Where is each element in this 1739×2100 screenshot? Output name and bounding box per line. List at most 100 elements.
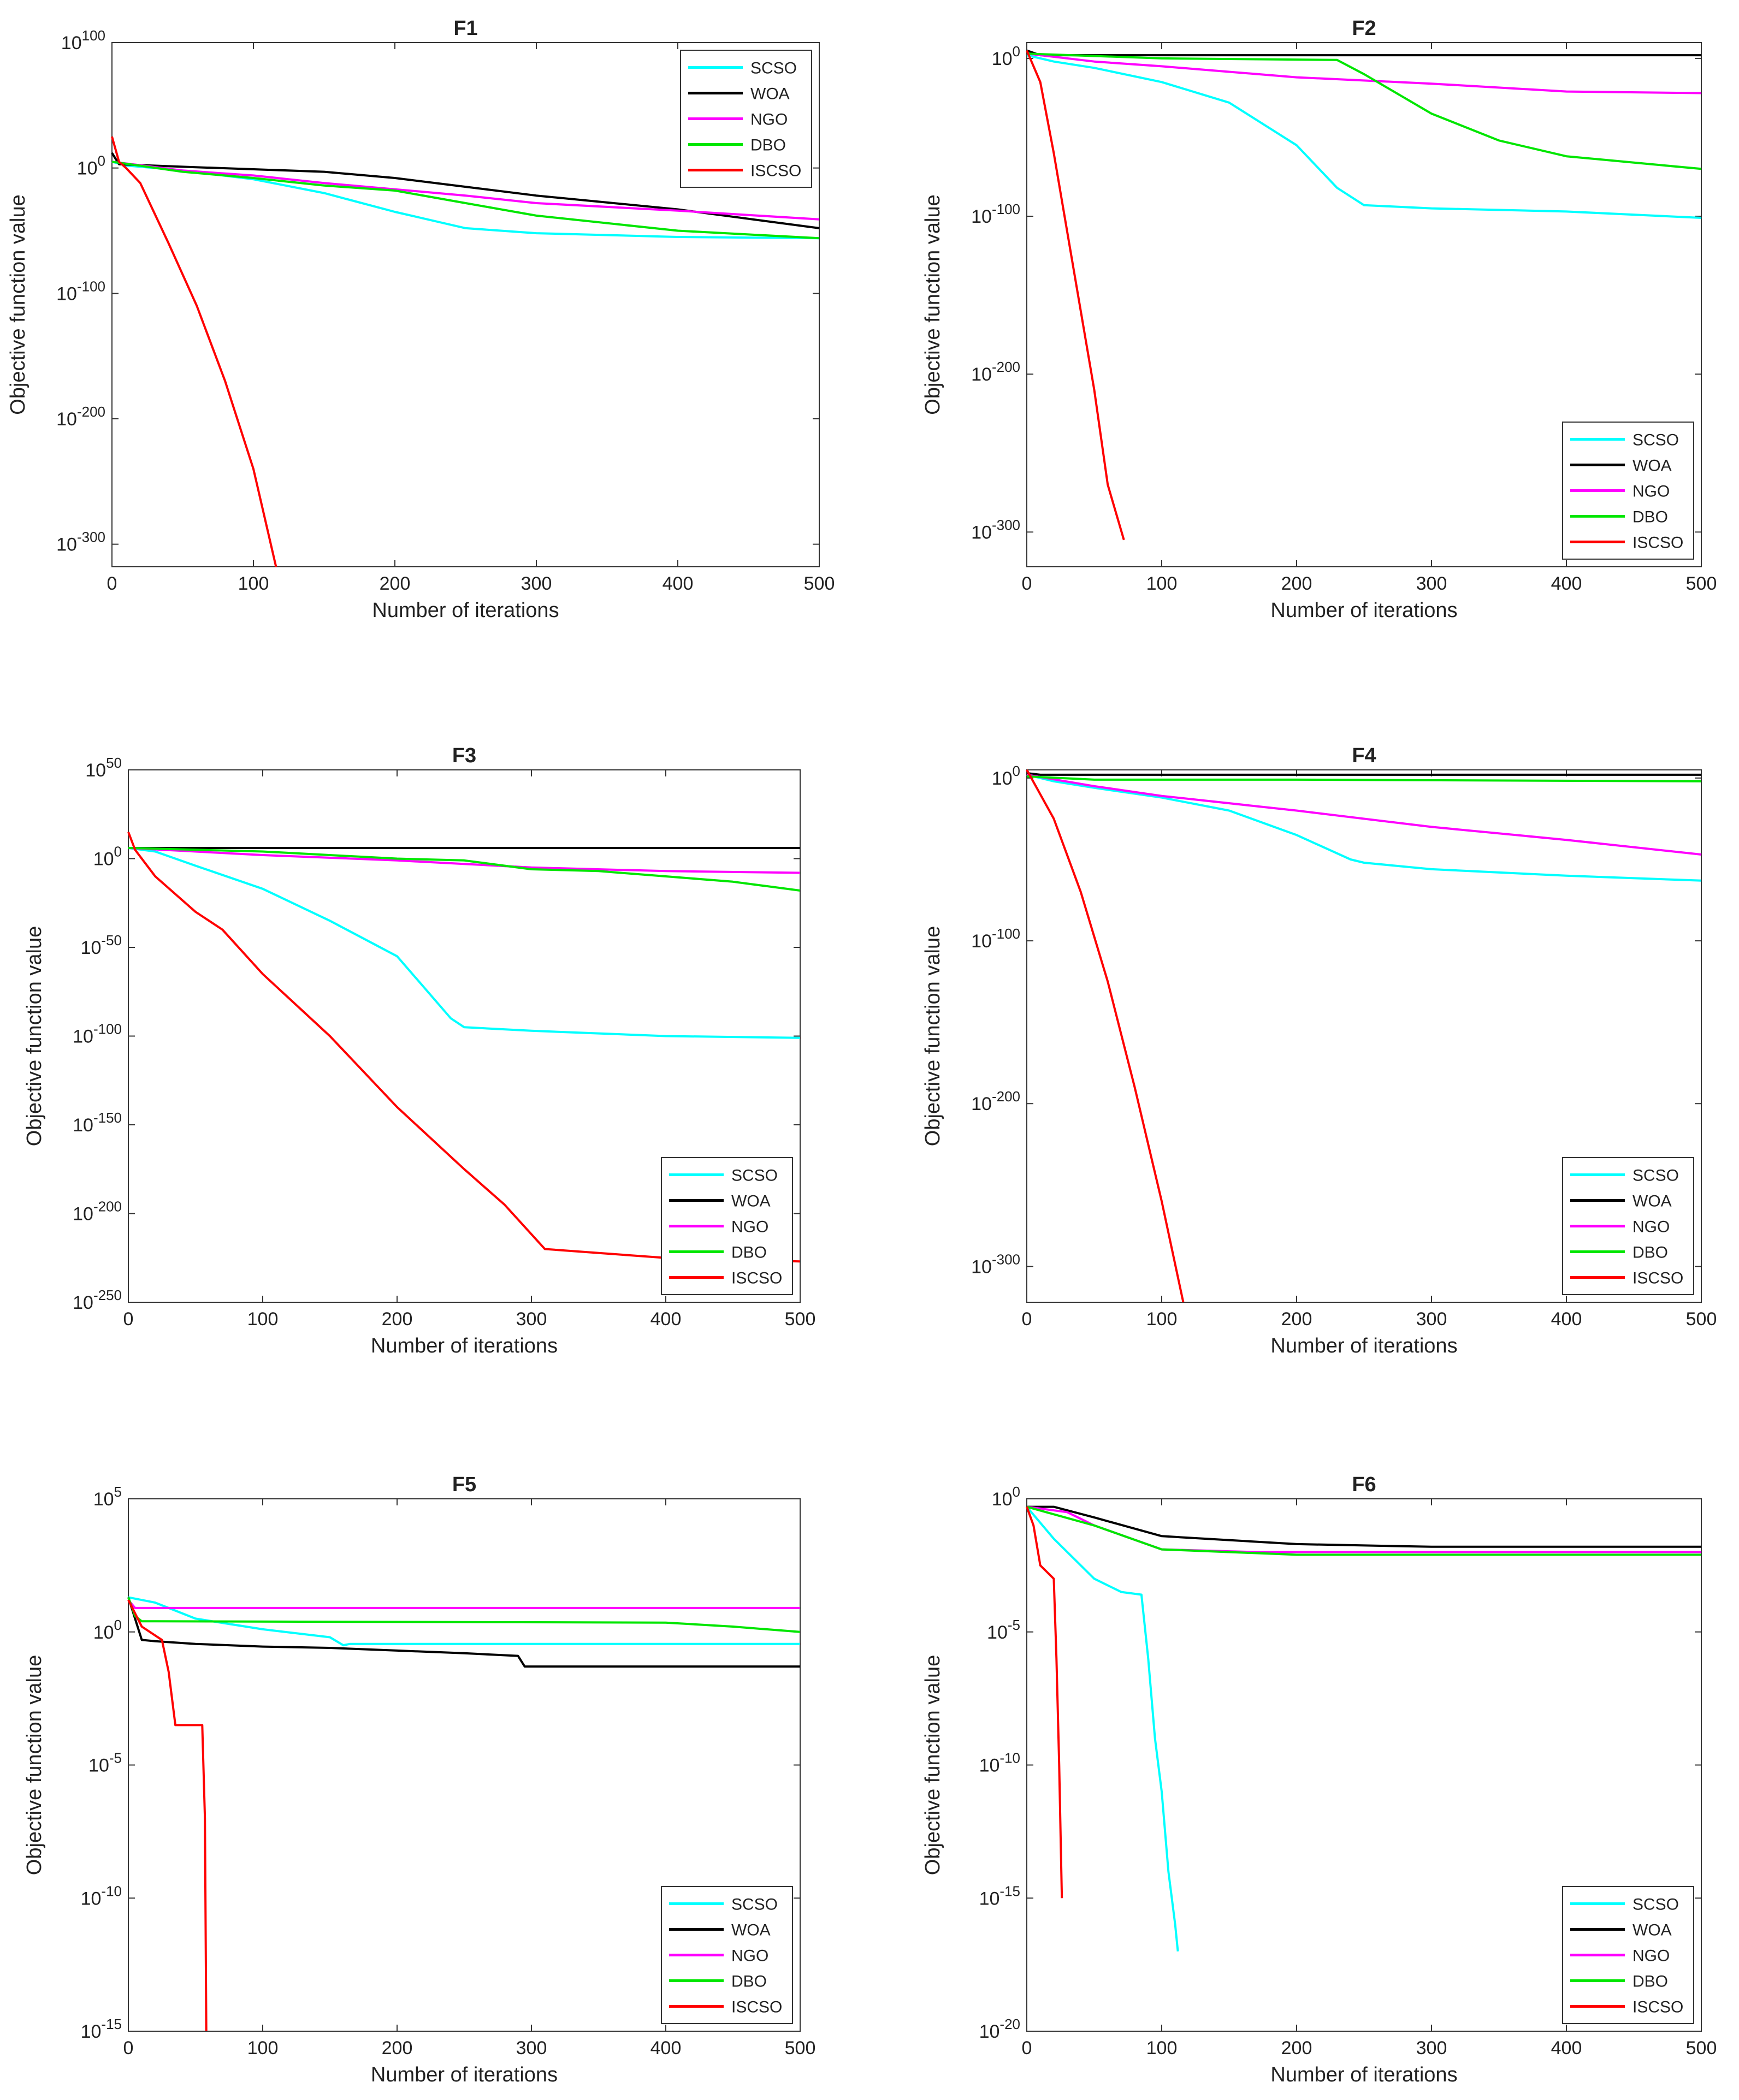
y-tick-label: 10-15 — [81, 2016, 122, 2042]
legend-label-DBO: DBO — [1632, 1973, 1668, 1991]
x-axis-label: Number of iterations — [1270, 2063, 1457, 2086]
legend: SCSO WOA NGO DBO ISCSO — [1562, 1886, 1694, 2024]
x-tick-label: 100 — [247, 2038, 279, 2059]
x-tick-label: 400 — [1551, 573, 1582, 594]
legend: SCSO WOA NGO DBO ISCSO — [661, 1886, 793, 2024]
series-line-WOA — [1027, 1505, 1701, 1548]
series-line-ISCSO — [1026, 50, 1125, 541]
legend-label-NGO: NGO — [1632, 1218, 1670, 1236]
x-tick-label: 0 — [1022, 1309, 1032, 1330]
y-tick-label: 10-15 — [979, 1883, 1020, 1909]
y-tick-label: 1050 — [85, 755, 122, 781]
series-line-NGO — [128, 847, 801, 874]
x-tick-label: 200 — [382, 2038, 413, 2059]
y-tick-label: 105 — [93, 1484, 122, 1510]
legend-label-ISCSO: ISCSO — [731, 1270, 782, 1288]
series-line-DBO — [1026, 775, 1702, 782]
y-tick-label: 10-150 — [73, 1110, 122, 1136]
series-line-DBO — [1026, 1505, 1701, 1556]
series-line-NGO — [1026, 52, 1702, 94]
legend-label-NGO: NGO — [1632, 1947, 1670, 1965]
series-line-SCSO — [1026, 1506, 1179, 1951]
legend: SCSO WOA NGO DBO ISCSO — [1562, 1157, 1694, 1295]
x-tick-label: 400 — [650, 1309, 682, 1330]
y-tick-label: 10-50 — [81, 932, 122, 958]
y-tick-label: 10-10 — [979, 1750, 1020, 1776]
legend-label-WOA: WOA — [731, 1921, 771, 1939]
x-tick-label: 100 — [1146, 2038, 1178, 2059]
x-tick-label: 400 — [1551, 2038, 1582, 2059]
x-tick-label: 200 — [382, 1309, 413, 1330]
x-tick-label: 200 — [380, 573, 411, 594]
x-tick-label: 300 — [516, 1309, 547, 1330]
x-tick-label: 500 — [785, 1309, 816, 1330]
y-tick-label: 10-100 — [73, 1021, 122, 1047]
legend-label-ISCSO: ISCSO — [1632, 1270, 1683, 1288]
series-line-SCSO — [1026, 773, 1702, 882]
x-tick-label: 200 — [1281, 573, 1312, 594]
x-axis-label: Number of iterations — [1270, 1334, 1457, 1357]
chart-title: F4 — [1352, 744, 1376, 767]
series-line-ISCSO — [1026, 1506, 1063, 1899]
series-line-DBO — [111, 161, 820, 240]
series-line-NGO — [111, 161, 820, 221]
x-tick-label: 500 — [1686, 1309, 1717, 1330]
legend-label-SCSO: SCSO — [1632, 1896, 1679, 1914]
legend-label-NGO: NGO — [750, 111, 788, 129]
x-axis-label: Number of iterations — [371, 2063, 558, 2086]
legend-label-DBO: DBO — [731, 1973, 767, 1991]
legend-label-SCSO: SCSO — [731, 1167, 778, 1185]
y-tick-label: 10-20 — [979, 2016, 1020, 2042]
x-axis-label: Number of iterations — [1270, 599, 1457, 622]
y-tick-label: 100 — [992, 43, 1020, 69]
y-axis-label: Objective function value — [921, 194, 944, 414]
y-axis-label: Objective function value — [7, 194, 29, 414]
x-tick-label: 0 — [123, 1309, 134, 1330]
y-tick-label: 10-200 — [56, 404, 105, 430]
x-tick-label: 200 — [1281, 1309, 1312, 1330]
x-tick-label: 100 — [238, 573, 269, 594]
y-tick-label: 10-300 — [971, 1251, 1020, 1277]
x-tick-label: 400 — [663, 573, 694, 594]
chart-F2: F2 0 100 200 300 400 500 100 10-100 10-200 10-300 N… — [921, 17, 1717, 622]
legend-label-ISCSO: ISCSO — [1632, 1998, 1683, 2016]
x-tick-label: 200 — [1281, 2038, 1312, 2059]
series-line-WOA — [1026, 772, 1701, 776]
y-tick-label: 10-200 — [971, 1088, 1020, 1114]
legend-label-SCSO: SCSO — [731, 1896, 778, 1914]
x-tick-label: 300 — [1416, 573, 1447, 594]
x-tick-label: 500 — [1686, 573, 1717, 594]
x-tick-label: 100 — [247, 1309, 279, 1330]
legend-label-NGO: NGO — [731, 1947, 768, 1965]
series-line-ISCSO — [111, 136, 277, 567]
y-tick-label: 10-200 — [971, 359, 1020, 385]
y-tick-label: 100 — [77, 153, 105, 179]
chart-title: F6 — [1352, 1473, 1376, 1496]
legend-label-WOA: WOA — [1632, 1193, 1672, 1211]
legend-label-WOA: WOA — [1632, 457, 1672, 475]
y-tick-label: 10-250 — [73, 1287, 122, 1313]
x-tick-label: 0 — [1022, 2038, 1032, 2059]
legend-label-DBO: DBO — [731, 1244, 767, 1262]
y-tick-label: 10-300 — [56, 529, 105, 555]
legend-label-ISCSO: ISCSO — [1632, 534, 1683, 552]
y-axis-label: Objective function value — [921, 1655, 944, 1875]
y-tick-label: 100 — [93, 844, 122, 870]
x-tick-label: 0 — [107, 573, 117, 594]
legend: SCSO WOA NGO DBO ISCSO — [680, 50, 812, 188]
chart-title: F1 — [453, 17, 477, 40]
y-tick-label: 100 — [93, 1617, 122, 1643]
x-tick-label: 500 — [804, 573, 835, 594]
x-axis-label: Number of iterations — [372, 599, 559, 622]
x-tick-label: 100 — [1146, 1309, 1178, 1330]
x-tick-label: 400 — [650, 2038, 682, 2059]
chart-F6: F6 0 100 200 300 400 500 100 10-5 10-10 10-15 10-20… — [921, 1473, 1717, 2086]
x-tick-label: 300 — [516, 2038, 547, 2059]
legend-label-SCSO: SCSO — [1632, 431, 1679, 449]
legend-label-NGO: NGO — [731, 1218, 768, 1236]
chart-title: F2 — [1352, 17, 1376, 40]
legend-label-ISCSO: ISCSO — [731, 1998, 782, 2016]
series-line-ISCSO — [127, 832, 801, 1263]
x-tick-label: 500 — [1686, 2038, 1717, 2059]
